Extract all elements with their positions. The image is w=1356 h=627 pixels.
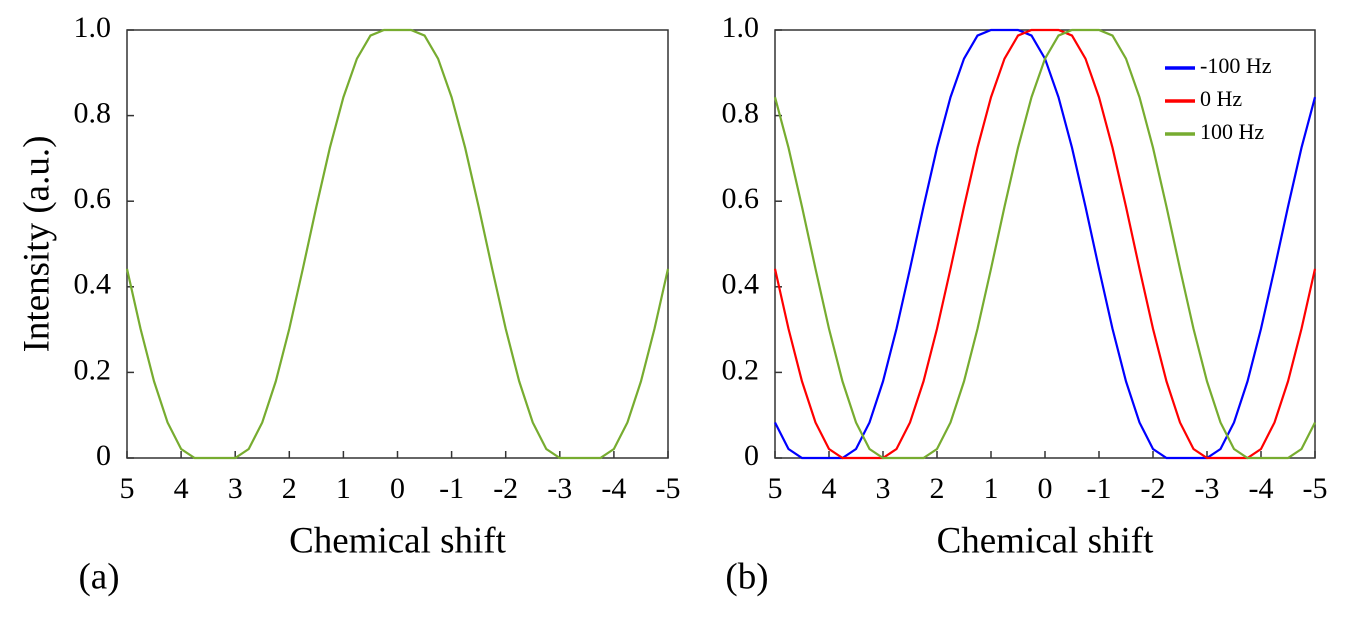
y-tick-label: 0.8 (74, 96, 112, 129)
y-tick-label: 0 (744, 439, 759, 472)
x-tick-label: 2 (930, 472, 945, 505)
x-tick-label: -3 (1195, 472, 1220, 505)
y-tick-label: 0.2 (722, 353, 760, 386)
x-tick-label: 5 (120, 472, 135, 505)
x-tick-label: -5 (1303, 472, 1328, 505)
x-tick-label: -4 (601, 472, 626, 505)
x-tick-label: -4 (1249, 472, 1274, 505)
plot-frame (126, 29, 669, 459)
x-tick-label: -2 (493, 472, 518, 505)
x-tick-label: 1 (336, 472, 351, 505)
x-axis-title: Chemical shift (937, 520, 1155, 561)
x-tick-label: 0 (390, 472, 405, 505)
y-tick-label: 1.0 (74, 11, 112, 44)
x-tick-label: -5 (656, 472, 681, 505)
panel-label: (a) (78, 556, 119, 597)
y-tick-label: 0 (96, 439, 111, 472)
x-tick-label: -1 (1087, 472, 1112, 505)
y-axis-title: Intensity (a.u.) (16, 136, 57, 353)
x-tick-label: 3 (228, 472, 243, 505)
panel-label: (b) (725, 556, 768, 597)
x-tick-label: -1 (439, 472, 464, 505)
x-tick-label: 2 (282, 472, 297, 505)
y-tick-label: 1.0 (722, 11, 760, 44)
y-tick-label: 0.8 (722, 96, 760, 129)
data-line (773, 28, 1317, 460)
panel: 5 4 3 2 1 0 -1 -2 -3 -4 -5 0 0.2 0.4 0.6 0.8 1.0 -100 Hz 0… (722, 11, 1328, 598)
y-tick-label: 0.4 (74, 268, 112, 301)
y-tick-label: 0.2 (74, 353, 112, 386)
x-tick-label: 0 (1038, 472, 1053, 505)
y-tick-label: 0.6 (74, 182, 112, 215)
data-line (125, 28, 670, 460)
legend-label: 0 Hz (1200, 86, 1242, 111)
legend-label: 100 Hz (1200, 119, 1264, 144)
x-tick-label: -2 (1141, 472, 1166, 505)
x-tick-label: 1 (984, 472, 999, 505)
y-tick-label: 0.6 (722, 182, 760, 215)
x-axis-title: Chemical shift (289, 520, 507, 561)
x-tick-label: 3 (876, 472, 891, 505)
legend-label: -100 Hz (1200, 53, 1272, 78)
panel: 5 4 3 2 1 0 -1 -2 -3 -4 -5 0 0.2 0.4 0.6 0.8 1.0 Chemical… (16, 11, 680, 598)
data-line (773, 28, 1316, 460)
y-tick-label: 0.4 (722, 268, 760, 301)
x-tick-label: 5 (768, 472, 783, 505)
x-tick-label: 4 (174, 472, 189, 505)
x-tick-label: 4 (822, 472, 837, 505)
x-tick-label: -3 (547, 472, 572, 505)
